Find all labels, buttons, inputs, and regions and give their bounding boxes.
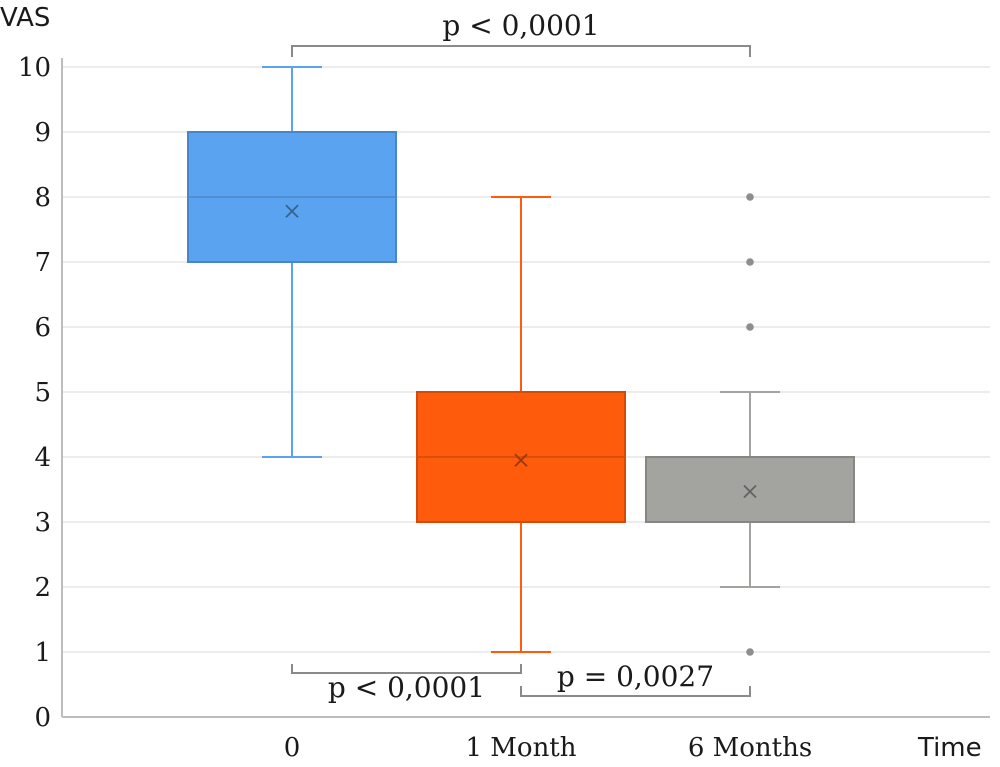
bracket-line [520, 686, 751, 697]
bracket-line [291, 45, 751, 57]
bracket-line [291, 664, 522, 674]
mean-marker [285, 204, 299, 218]
y-tick-label: 5 [34, 378, 51, 408]
y-tick-label: 7 [34, 248, 51, 278]
boxes [187, 66, 855, 656]
x-axis-title: Time [917, 733, 982, 763]
y-tick-label: 3 [34, 508, 51, 538]
box-1-month [416, 196, 626, 653]
y-axis-title: VAS [0, 3, 50, 33]
x-category-label: 6 Months [688, 733, 812, 763]
y-tick-labels: 0 1 2 3 4 5 6 7 8 9 10 [18, 53, 51, 733]
significance-bracket: p = 0,0027 [520, 660, 751, 697]
outlier-point [746, 193, 754, 201]
y-tick-label: 2 [34, 573, 51, 603]
outlier-point [746, 648, 754, 656]
box-0 [187, 66, 397, 458]
significance-bracket: p < 0,0001 [291, 664, 522, 704]
x-category-labels: 0 1 Month 6 Months [284, 733, 812, 763]
y-tick-label: 8 [34, 183, 51, 213]
p-value-label: p < 0,0001 [442, 9, 599, 42]
box-iqr [645, 456, 855, 523]
significance-brackets: p < 0,0001 p < 0,0001 p = 0,0027 [291, 9, 751, 704]
x-category-label: 0 [284, 733, 301, 763]
p-value-label: p < 0,0001 [328, 671, 485, 704]
y-tick-label: 1 [34, 638, 51, 668]
axes [61, 58, 990, 718]
y-tick-label: 6 [34, 313, 51, 343]
y-tick-label: 4 [34, 443, 51, 473]
box-6-months [645, 193, 855, 656]
significance-bracket: p < 0,0001 [291, 9, 751, 57]
y-tick-label: 0 [34, 703, 51, 733]
x-category-label: 1 Month [465, 733, 576, 763]
y-tick-label: 10 [18, 53, 51, 83]
mean-marker [743, 484, 757, 499]
outlier-point [746, 258, 754, 266]
y-tick-label: 9 [34, 118, 51, 148]
outlier-point [746, 323, 754, 331]
mean-marker [514, 453, 528, 467]
p-value-label: p = 0,0027 [557, 660, 714, 693]
